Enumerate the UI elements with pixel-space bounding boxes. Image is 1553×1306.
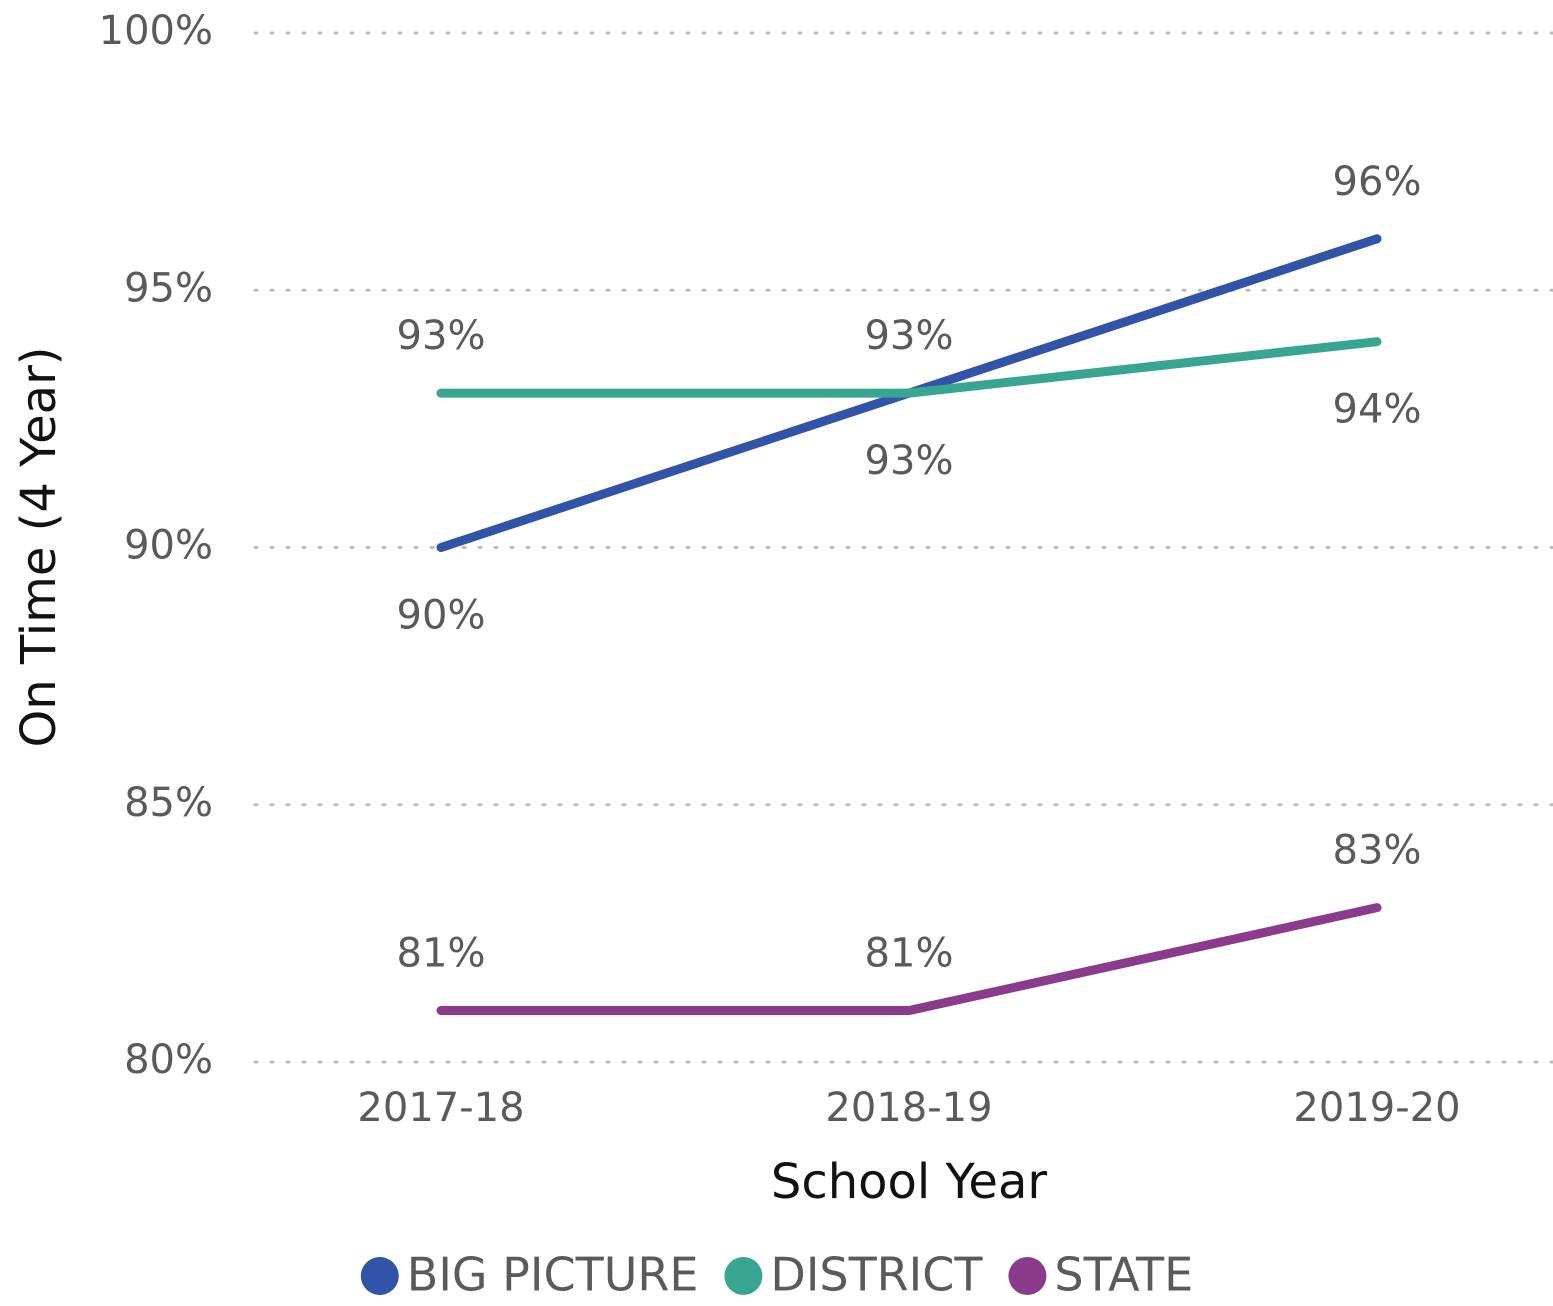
x-tick-label: 2018-19 xyxy=(825,1085,992,1131)
data-label: 94% xyxy=(1333,387,1422,433)
legend-label: DISTRICT xyxy=(770,1248,983,1302)
y-tick-label: 90% xyxy=(124,523,213,569)
data-label: 83% xyxy=(1333,828,1422,874)
legend: BIG PICTURE DISTRICT STATE xyxy=(360,1248,1193,1302)
legend-marker xyxy=(724,1257,763,1295)
legend-label: STATE xyxy=(1054,1248,1193,1302)
x-tick-label: 2019-20 xyxy=(1293,1085,1460,1131)
data-label: 93% xyxy=(397,313,486,359)
legend-label: BIG PICTURE xyxy=(407,1248,699,1302)
data-label: 93% xyxy=(865,313,954,359)
series-line xyxy=(436,903,1382,1016)
data-label: 93% xyxy=(865,438,954,484)
y-tick-label: 100% xyxy=(99,8,213,54)
series-line xyxy=(436,337,1382,398)
y-tick-label: 80% xyxy=(124,1037,213,1083)
data-label: 96% xyxy=(1333,159,1422,205)
data-label: 81% xyxy=(397,931,486,977)
legend-marker xyxy=(1008,1257,1047,1295)
x-tick-label: 2017-18 xyxy=(357,1085,524,1131)
legend-marker xyxy=(360,1257,399,1295)
data-label: 90% xyxy=(397,593,486,639)
y-axis-title: On Time (4 Year) xyxy=(11,346,67,747)
y-tick-label: 95% xyxy=(124,265,213,311)
data-label: 81% xyxy=(865,931,954,977)
x-axis-title: School Year xyxy=(771,1154,1048,1210)
y-tick-label: 85% xyxy=(124,780,213,826)
